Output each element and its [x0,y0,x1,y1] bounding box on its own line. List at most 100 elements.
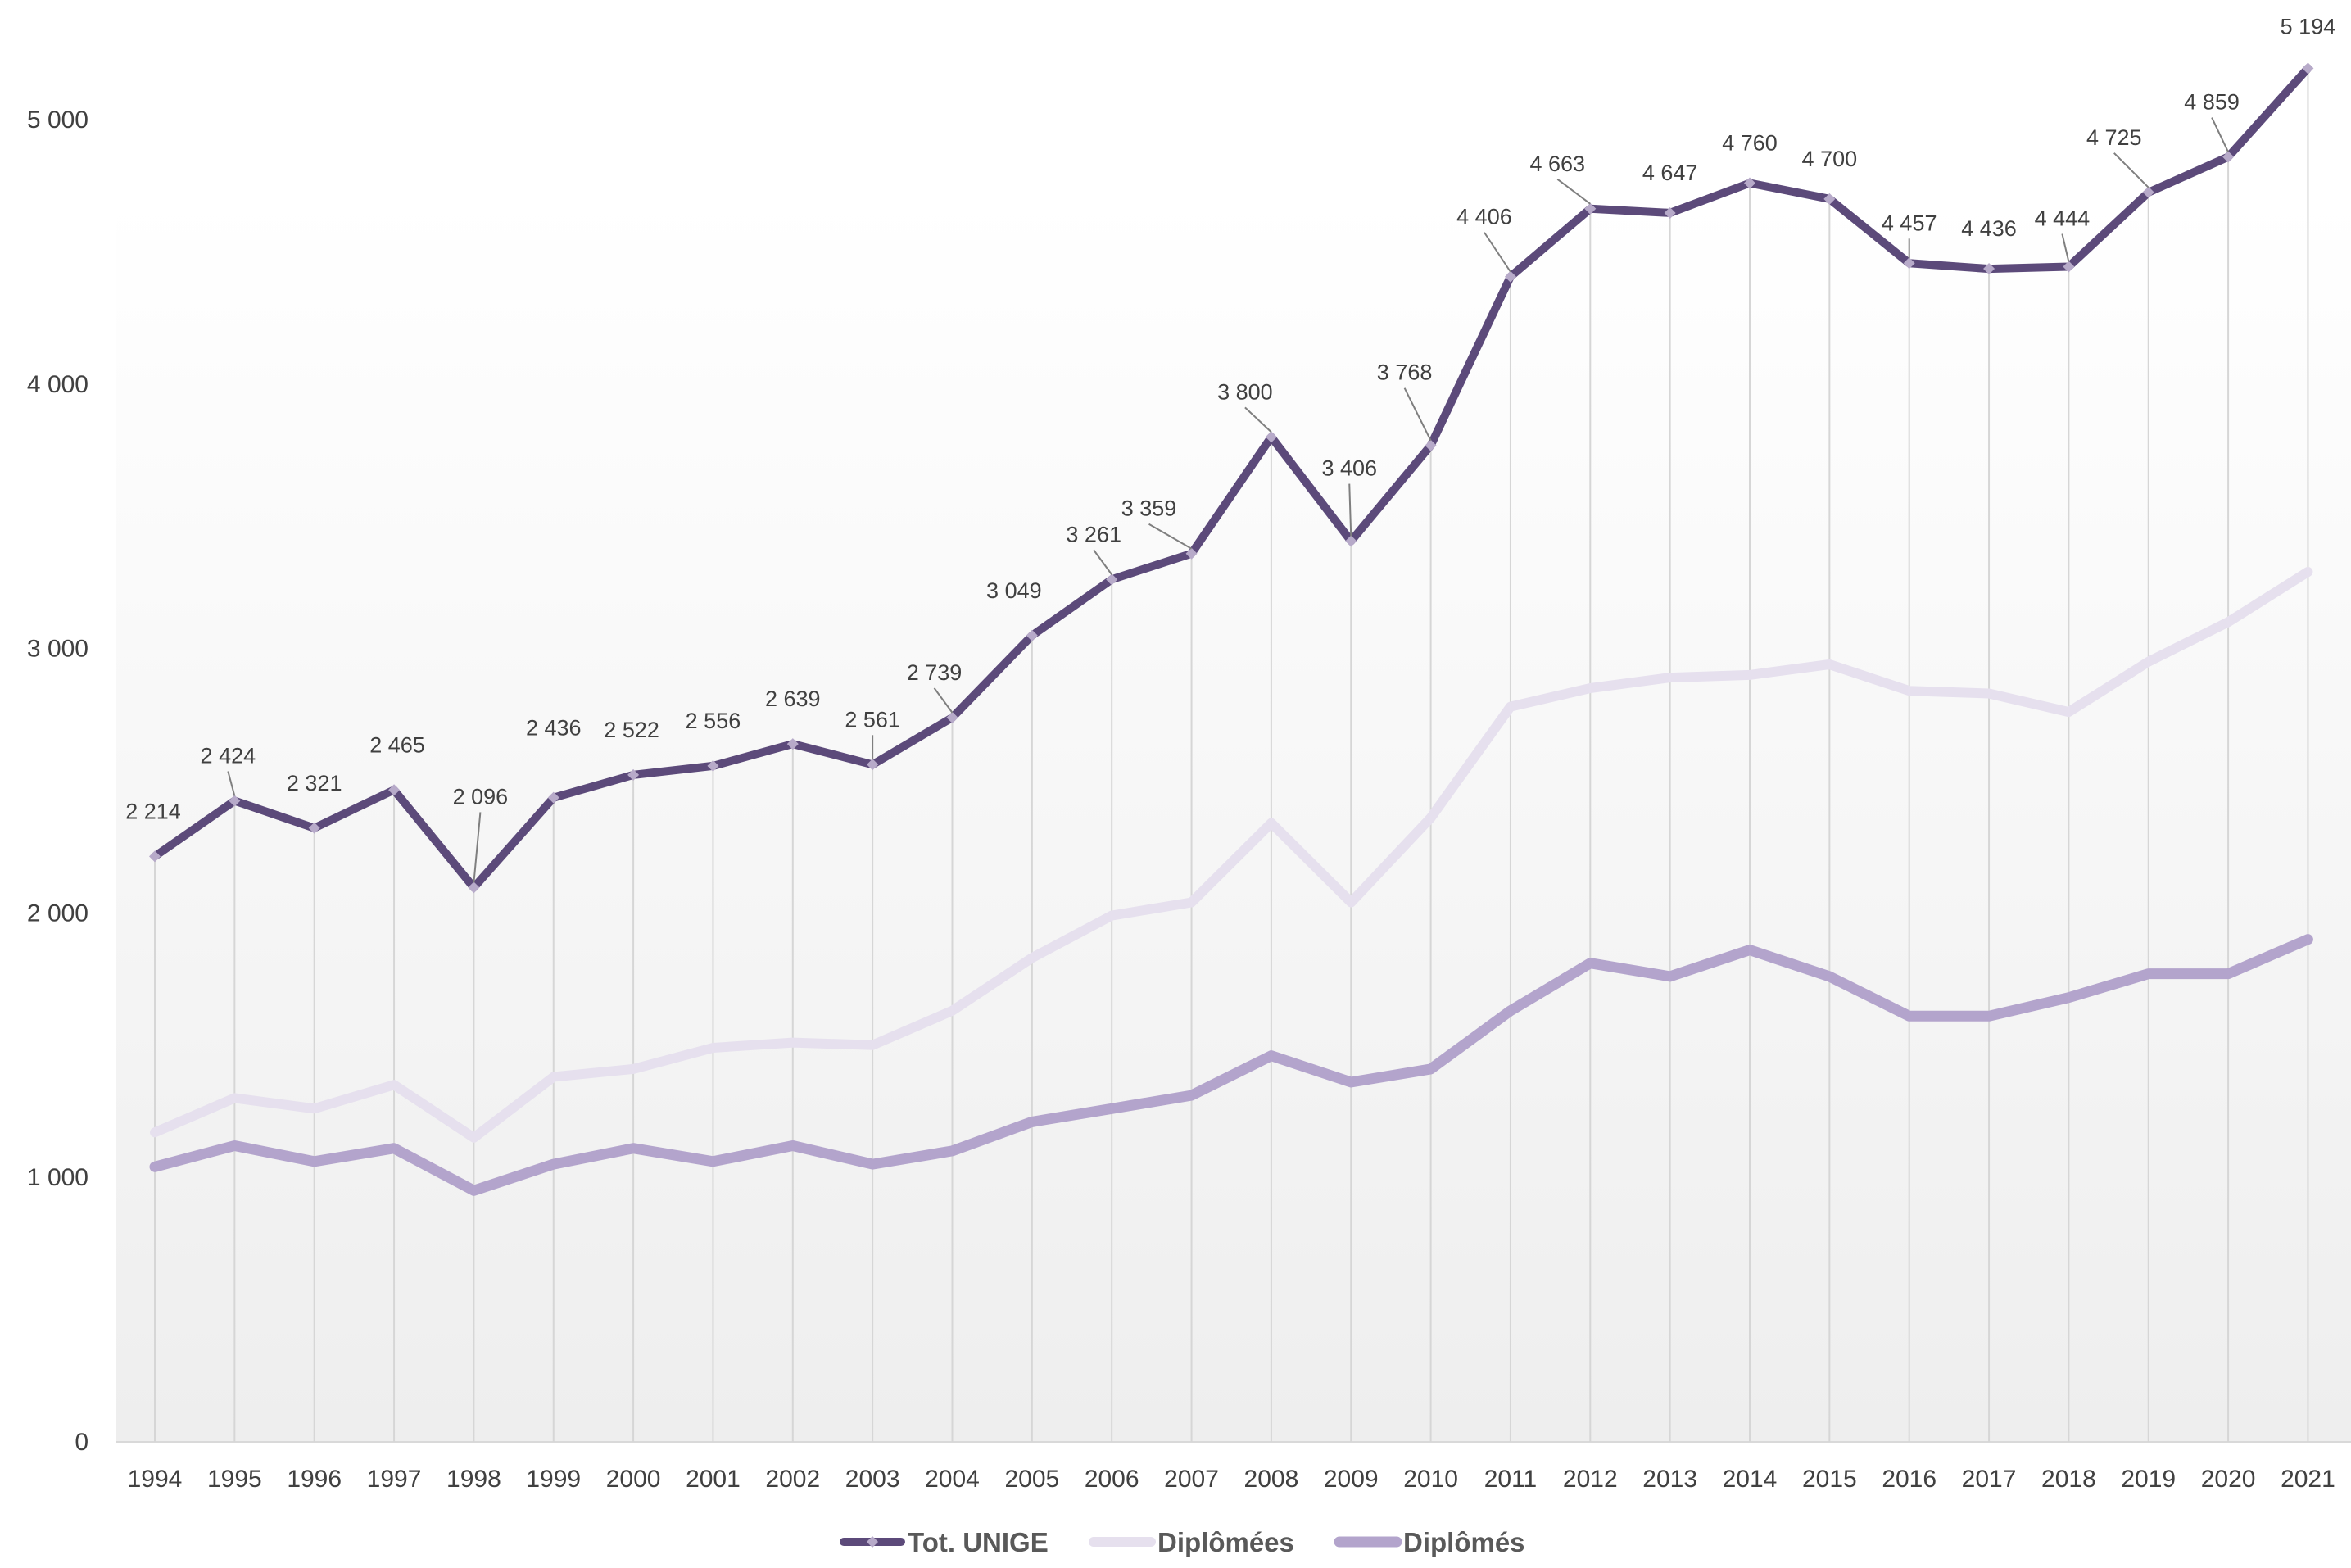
tot-unige-marker-2006 [1106,573,1118,586]
tot-unige-data-labels: 2 214 2 424 2 321 2 465 2 096 2 436 2 522 2 556… [125,14,2336,883]
data-label-2004: 2 739 [907,660,963,685]
data-label-leader [2113,152,2149,188]
x-tick-label: 2014 [1723,1466,1778,1493]
data-label-leader [1148,523,1193,550]
x-tick-label: 2019 [2121,1466,2176,1493]
tot-unige-marker-2020 [2222,151,2235,163]
y-tick-label: 1 000 [27,1164,88,1191]
tot-unige-marker-2015 [1823,193,1836,205]
tot-unige-marker-1998 [468,881,480,894]
x-tick-label: 1994 [128,1466,183,1493]
data-label-2013: 4 647 [1642,161,1698,185]
data-label-2002: 2 639 [765,687,821,711]
data-label-2017: 4 436 [1961,216,2017,241]
data-label-leader [1403,387,1432,442]
data-label-2012: 4 663 [1530,152,1586,176]
y-axis: 0 1 000 2 000 3 000 4 000 5 000 [27,106,88,1456]
data-label-leader [1348,483,1352,537]
x-tick-label: 2013 [1642,1466,1697,1493]
tot-unige-marker-2009 [1345,535,1357,547]
tot-unige-marker-2001 [707,759,719,772]
x-tick-label: 2003 [845,1466,900,1493]
data-label-1994: 2 214 [125,799,181,823]
x-tick-label: 1998 [446,1466,501,1493]
data-label-leader [1484,232,1511,273]
drop-lines [154,68,2309,1442]
data-label-2011: 4 406 [1456,205,1512,229]
tot-unige-marker-2000 [627,768,640,781]
x-tick-label: 2018 [2041,1466,2096,1493]
tot-unige-marker-2004 [946,711,958,723]
data-label-1999: 2 436 [526,716,582,741]
series-line-diplomees [150,567,2313,1143]
tot-unige-marker-2019 [2142,186,2154,198]
data-label-2006: 3 261 [1066,522,1121,546]
x-tick-label: 2006 [1085,1466,1139,1493]
data-label-2014: 4 760 [1722,130,1778,155]
x-tick-label: 2020 [2201,1466,2256,1493]
x-tick-label: 2021 [2281,1466,2335,1493]
x-tick-label: 2009 [1324,1466,1379,1493]
data-label-2003: 2 561 [845,707,900,732]
y-tick-label: 5 000 [27,106,88,134]
x-tick-label: 1999 [526,1466,581,1493]
tot-unige-markers [149,62,2314,894]
x-tick-label: 2000 [606,1466,661,1493]
x-tick-label: 2005 [1004,1466,1059,1493]
data-label-leader [933,687,954,714]
data-label-2018: 4 444 [2035,206,2091,230]
x-tick-label: 1997 [367,1466,422,1493]
data-label-2009: 3 406 [1321,456,1377,481]
tot-unige-marker-2005 [1026,629,1038,641]
data-label-2010: 3 768 [1377,360,1433,385]
y-tick-label: 4 000 [27,371,88,398]
y-tick-label: 0 [75,1429,88,1456]
plot-background [116,197,2351,1442]
data-label-leader [2211,117,2230,152]
x-tick-label: 2001 [686,1466,741,1493]
x-tick-label: 2012 [1563,1466,1618,1493]
data-label-leader [1556,178,1591,205]
x-tick-label: 2015 [1802,1466,1857,1493]
data-label-2016: 4 457 [1882,211,1937,235]
data-label-leader [227,771,236,796]
x-tick-label: 2008 [1244,1466,1299,1493]
data-label-2019: 4 725 [2086,125,2142,150]
tot-unige-marker-1999 [547,791,559,804]
data-label-1995: 2 424 [201,744,256,768]
data-label-2001: 2 556 [686,709,741,733]
legend-marker [867,1536,878,1548]
data-label-1996: 2 321 [287,771,342,795]
data-label-2005: 3 049 [986,578,1042,603]
tot-unige-marker-2010 [1425,439,1437,451]
data-label-2015: 4 700 [1802,147,1858,171]
tot-unige-marker-2016 [1903,257,1915,270]
tot-unige-marker-1995 [229,795,241,807]
data-label-2000: 2 522 [604,718,659,742]
x-tick-label: 2004 [925,1466,980,1493]
y-tick-label: 3 000 [27,636,88,663]
data-label-2008: 3 800 [1217,379,1273,404]
data-label-leader [2061,233,2070,262]
legend-item-diplomes: Diplômés [1334,1527,1525,1557]
tot-unige-marker-2018 [2063,261,2075,273]
series-lines [149,64,2313,1196]
legend-label: Diplômés [1403,1527,1525,1557]
data-label-leader [1244,406,1272,433]
tot-unige-marker-2003 [867,759,879,771]
series-line-diplomes [149,934,2313,1196]
legend-item-diplomees: Diplômées [1089,1527,1294,1557]
tot-unige-marker-2007 [1185,547,1198,560]
data-label-2020: 4 859 [2184,90,2240,115]
tot-unige-marker-2017 [1983,263,1995,275]
data-label-1998: 2 096 [453,784,509,809]
x-tick-label: 2017 [1962,1466,2017,1493]
data-label-2021: 5 194 [2281,14,2336,39]
legend-label: Diplômées [1157,1527,1294,1557]
tot-unige-marker-2014 [1744,177,1755,189]
x-tick-label: 2002 [765,1466,820,1493]
data-label-leader [1093,549,1113,575]
tot-unige-marker-1994 [149,850,161,863]
legend-item-tot-unige: Tot. UNIGE [840,1527,1049,1557]
x-tick-label: 1996 [287,1466,342,1493]
